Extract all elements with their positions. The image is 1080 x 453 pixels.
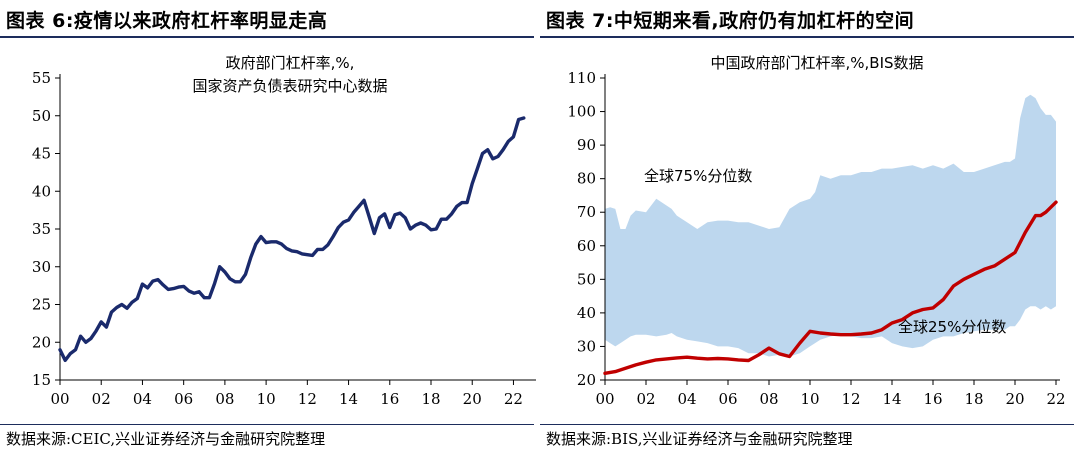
x-tick-label: 20 bbox=[463, 390, 482, 408]
x-tick-label: 08 bbox=[215, 390, 234, 408]
x-tick-label: 22 bbox=[1046, 390, 1065, 408]
y-tick-label: 25 bbox=[32, 296, 51, 314]
x-tick-label: 14 bbox=[882, 390, 901, 408]
x-tick-label: 04 bbox=[677, 390, 696, 408]
chart-title-left: 政府部门杠杆率,%, bbox=[226, 54, 355, 72]
y-tick-label: 15 bbox=[32, 371, 51, 389]
source-note-left: 数据来源:CEIC,兴业证券经济与金融研究院整理 bbox=[6, 430, 326, 448]
y-tick-label: 35 bbox=[32, 220, 51, 238]
chart-subtitle-left: 国家资产负债表研究中心数据 bbox=[192, 77, 387, 95]
x-tick-label: 18 bbox=[964, 390, 983, 408]
x-tick-label: 22 bbox=[504, 390, 523, 408]
right-panel: 图表 7:中短期来看,政府仍有加杠杆的空间 中国政府部门杠杆率,%,BIS数据 … bbox=[540, 0, 1080, 453]
quantile-band-area bbox=[605, 94, 1056, 357]
x-tick-label: 10 bbox=[800, 390, 819, 408]
annotation-label: 全球75%分位数 bbox=[644, 167, 752, 185]
x-tick-label: 18 bbox=[421, 390, 440, 408]
x-tick-label: 02 bbox=[636, 390, 655, 408]
y-tick-label: 50 bbox=[577, 270, 596, 288]
x-tick-label: 04 bbox=[133, 390, 152, 408]
x-tick-label: 08 bbox=[759, 390, 778, 408]
x-tick-label: 00 bbox=[50, 390, 69, 408]
left-panel: 图表 6:疫情以来政府杠杆率明显走高 政府部门杠杆率,%, 国家资产负债表研究中… bbox=[0, 10, 536, 448]
x-tick-label: 06 bbox=[718, 390, 737, 408]
source-note-right: 数据来源:BIS,兴业证券经济与金融研究院整理 bbox=[546, 430, 853, 448]
x-tick-label: 10 bbox=[257, 390, 276, 408]
title-rule-left bbox=[0, 36, 534, 38]
series-line-0 bbox=[603, 200, 1058, 375]
chart-title-right: 中国政府部门杠杆率,%,BIS数据 bbox=[710, 54, 923, 72]
chart-left: 政府部门杠杆率,%, 国家资产负债表研究中心数据 15 20 25 30 35 40 45 5… bbox=[32, 54, 536, 408]
y-tick-label: 30 bbox=[32, 258, 51, 276]
y-tick-label: 40 bbox=[577, 304, 596, 322]
y-tick-label: 80 bbox=[577, 170, 596, 188]
chart-right: 中国政府部门杠杆率,%,BIS数据 20 30 40 50 60 70 80 90 100 110… bbox=[567, 54, 1065, 408]
y-tick-label: 45 bbox=[32, 145, 51, 163]
title-rule-right bbox=[540, 36, 1074, 38]
y-tick-label: 110 bbox=[567, 69, 596, 87]
y-tick-label: 70 bbox=[577, 203, 596, 221]
annotation-label: 全球25%分位数 bbox=[898, 318, 1006, 336]
x-tick-label: 20 bbox=[1005, 390, 1024, 408]
y-tick-label: 20 bbox=[32, 333, 51, 351]
y-tick-label: 90 bbox=[577, 136, 596, 154]
y-tick-label: 100 bbox=[567, 103, 596, 121]
x-tick-label: 02 bbox=[92, 390, 111, 408]
y-tick-label: 40 bbox=[32, 182, 51, 200]
x-tick-label: 00 bbox=[595, 390, 614, 408]
footer-rule-right bbox=[540, 424, 1074, 425]
series-line-0 bbox=[58, 116, 526, 363]
footer-rule-left bbox=[0, 424, 534, 425]
x-tick-label: 12 bbox=[298, 390, 317, 408]
x-tick-label: 12 bbox=[841, 390, 860, 408]
figure-title-right: 图表 7:中短期来看,政府仍有加杠杆的空间 bbox=[546, 10, 915, 32]
y-tick-label: 20 bbox=[577, 371, 596, 389]
y-tick-label: 50 bbox=[32, 107, 51, 125]
y-tick-label: 60 bbox=[577, 237, 596, 255]
y-tick-label: 55 bbox=[32, 69, 51, 87]
x-tick-label: 14 bbox=[339, 390, 358, 408]
x-tick-label: 06 bbox=[174, 390, 193, 408]
y-tick-label: 30 bbox=[577, 337, 596, 355]
x-tick-label: 16 bbox=[923, 390, 942, 408]
figure-title-left: 图表 6:疫情以来政府杠杆率明显走高 bbox=[6, 10, 328, 32]
x-tick-label: 16 bbox=[380, 390, 399, 408]
